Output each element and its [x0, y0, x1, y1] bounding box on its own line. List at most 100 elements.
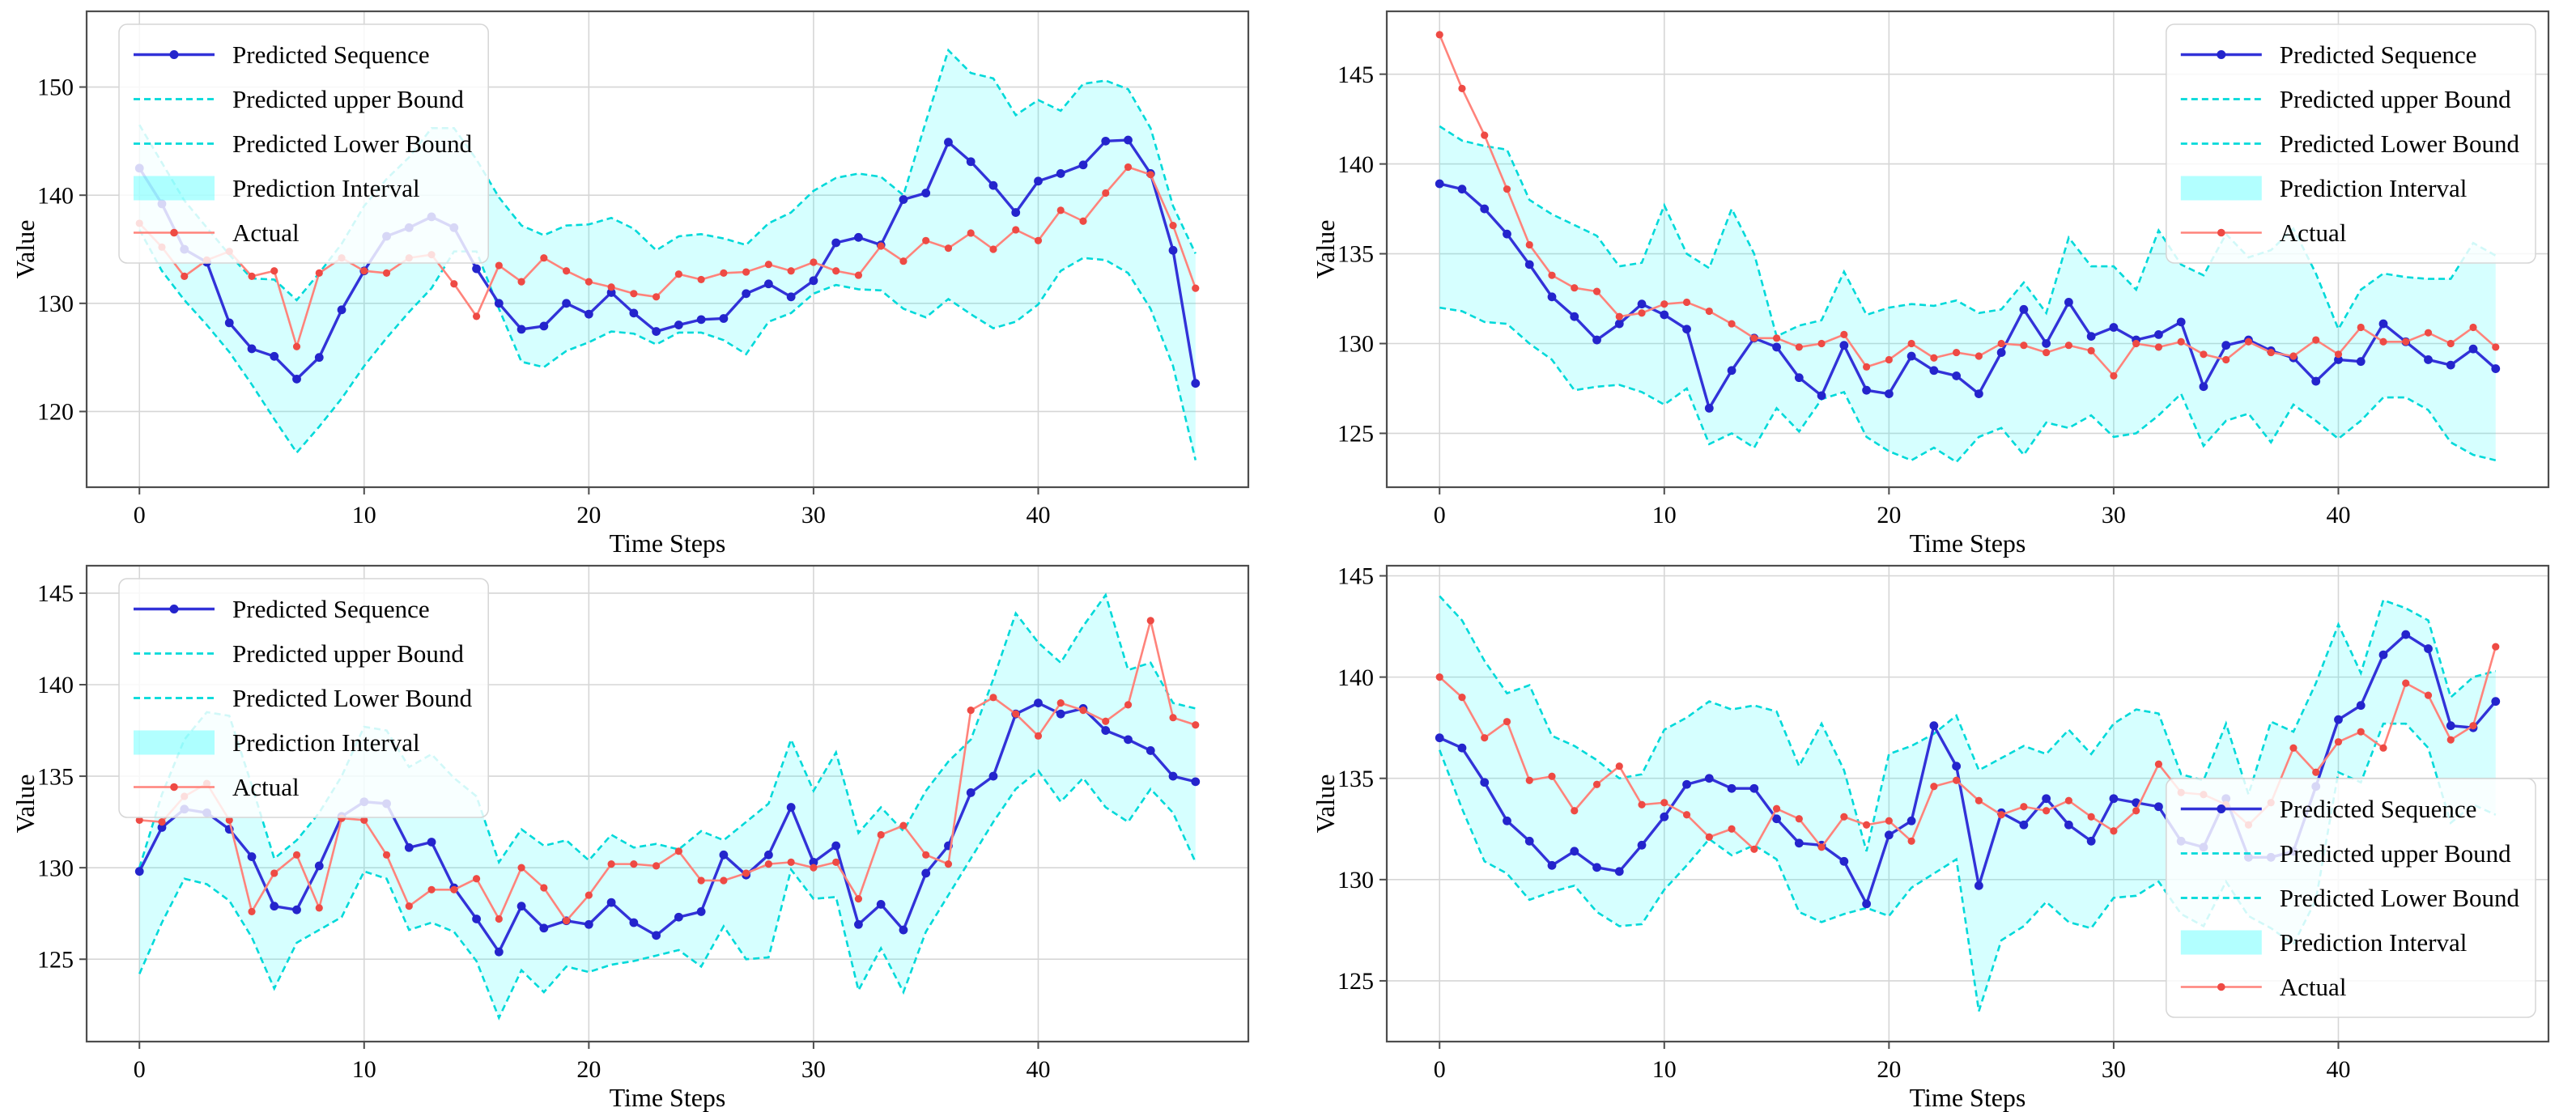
- axes-spines: [85, 564, 1250, 1043]
- actual-marker: [270, 869, 278, 877]
- x-tick-label-20: 20: [576, 502, 601, 528]
- actual-marker: [810, 258, 818, 266]
- legend-item-lower: Predicted Lower Bound: [2180, 129, 2519, 158]
- legend-item-actual: Actual: [134, 219, 300, 247]
- actual-marker: [989, 694, 997, 702]
- actual-marker: [1997, 339, 2005, 348]
- actual-marker: [1525, 776, 1533, 784]
- actual-marker: [1638, 800, 1646, 809]
- y-tick-label-145: 145: [1337, 62, 1374, 88]
- x-tick-label-30: 30: [801, 1056, 826, 1083]
- predicted-marker: [2311, 376, 2321, 386]
- legend-item-interval: Prediction Interval: [2180, 174, 2467, 202]
- actual-marker: [427, 885, 436, 893]
- predicted-marker: [1772, 342, 1781, 352]
- predicted-sequence-line: [1439, 182, 2497, 410]
- actual-line: [1439, 34, 2497, 377]
- predicted-marker: [1547, 292, 1557, 302]
- predicted-marker: [1011, 208, 1021, 217]
- actual-marker: [2379, 337, 2387, 346]
- legend-item-predicted: Predicted Sequence: [134, 40, 430, 69]
- actual-marker: [1458, 694, 1466, 702]
- actual-marker: [1660, 799, 1668, 807]
- actual-marker: [2200, 350, 2208, 359]
- y-tick-label-140: 140: [37, 182, 74, 209]
- actual-marker: [2446, 339, 2455, 348]
- predicted-marker: [1884, 389, 1894, 399]
- predicted-marker: [584, 919, 593, 929]
- actual-marker: [899, 821, 908, 830]
- chart-top-right: 125 130 135 140 145 0 10 20 30 40 Time Steps Value P…: [1310, 2, 2573, 558]
- y-tick-label-135: 135: [1337, 766, 1374, 792]
- predicted-upper-bound-line: [1439, 125, 2497, 338]
- actual-marker: [1146, 171, 1154, 179]
- x-tick-label-20: 20: [1877, 1056, 1901, 1083]
- predicted-marker: [1570, 312, 1579, 321]
- actual-marker: [1012, 710, 1020, 718]
- actual-marker: [540, 884, 548, 892]
- predicted-marker: [1839, 341, 1849, 350]
- predicted-marker: [314, 353, 324, 363]
- predicted-marker: [2221, 341, 2231, 350]
- prediction-interval-fill: [139, 595, 1196, 1018]
- actual-marker: [1458, 84, 1466, 93]
- actual-marker: [2087, 346, 2095, 354]
- legend-swatch-marker: [169, 605, 179, 613]
- legend-item-actual: Actual: [134, 773, 300, 801]
- actual-marker: [877, 830, 885, 839]
- predicted-marker: [2356, 701, 2366, 711]
- predicted-marker: [1056, 169, 1065, 178]
- actual-marker: [1079, 707, 1087, 715]
- x-tick-label-20: 20: [576, 1056, 601, 1083]
- predicted-marker: [674, 320, 683, 329]
- legend-swatch-interval: [134, 730, 215, 755]
- actual-marker: [1705, 833, 1713, 841]
- legend-swatch-interval: [2180, 176, 2262, 201]
- actual-marker: [607, 283, 615, 291]
- predicted-marker: [606, 898, 616, 907]
- predicted-marker: [404, 842, 414, 852]
- actual-marker: [854, 895, 863, 903]
- predicted-marker: [1952, 371, 1962, 380]
- actual-marker: [764, 261, 773, 269]
- actual-marker: [2043, 807, 2051, 815]
- actual-marker: [2222, 355, 2230, 364]
- predicted-lower-bound-line: [138, 769, 1197, 1021]
- actual-marker: [922, 236, 930, 244]
- y-tick-label-135: 135: [1337, 241, 1374, 268]
- actual-marker: [1728, 825, 1736, 833]
- actual-marker: [1503, 718, 1511, 726]
- predicted-marker: [696, 315, 706, 325]
- actual-marker: [2424, 329, 2433, 337]
- x-tick-label-10: 10: [352, 1056, 376, 1083]
- actual-marker: [877, 242, 885, 250]
- actual-marker: [2064, 342, 2073, 350]
- predicted-marker: [2109, 794, 2119, 804]
- predicted-marker: [831, 238, 841, 248]
- predicted-marker: [1862, 385, 1871, 395]
- legend-swatch-marker: [2217, 50, 2226, 59]
- actual-marker: [2154, 343, 2163, 351]
- actual-marker: [1660, 300, 1668, 308]
- actual-marker: [1481, 131, 1489, 139]
- predicted-marker: [2356, 357, 2366, 367]
- actual-marker: [248, 272, 256, 281]
- legend: Predicted Sequence Predicted upper Bound P…: [2166, 23, 2536, 264]
- actual-marker: [742, 268, 750, 276]
- actual-marker: [1930, 783, 1938, 791]
- legend-label: Predicted upper Bound: [232, 85, 464, 113]
- x-tick-label-30: 30: [2102, 1056, 2126, 1083]
- x-tick-label-30: 30: [801, 502, 826, 528]
- actual-marker: [1705, 307, 1713, 316]
- predicted-marker: [472, 264, 481, 274]
- x-tick-label-0: 0: [1434, 502, 1446, 528]
- legend-label: Predicted Sequence: [232, 595, 430, 623]
- predicted-marker: [1794, 838, 1804, 848]
- predicted-marker: [2064, 298, 2073, 307]
- actual-marker: [832, 267, 840, 275]
- x-tick-label-40: 40: [1026, 502, 1050, 528]
- actual-marker: [2469, 323, 2477, 332]
- predicted-marker: [1191, 379, 1201, 388]
- predicted-marker: [2019, 820, 2029, 830]
